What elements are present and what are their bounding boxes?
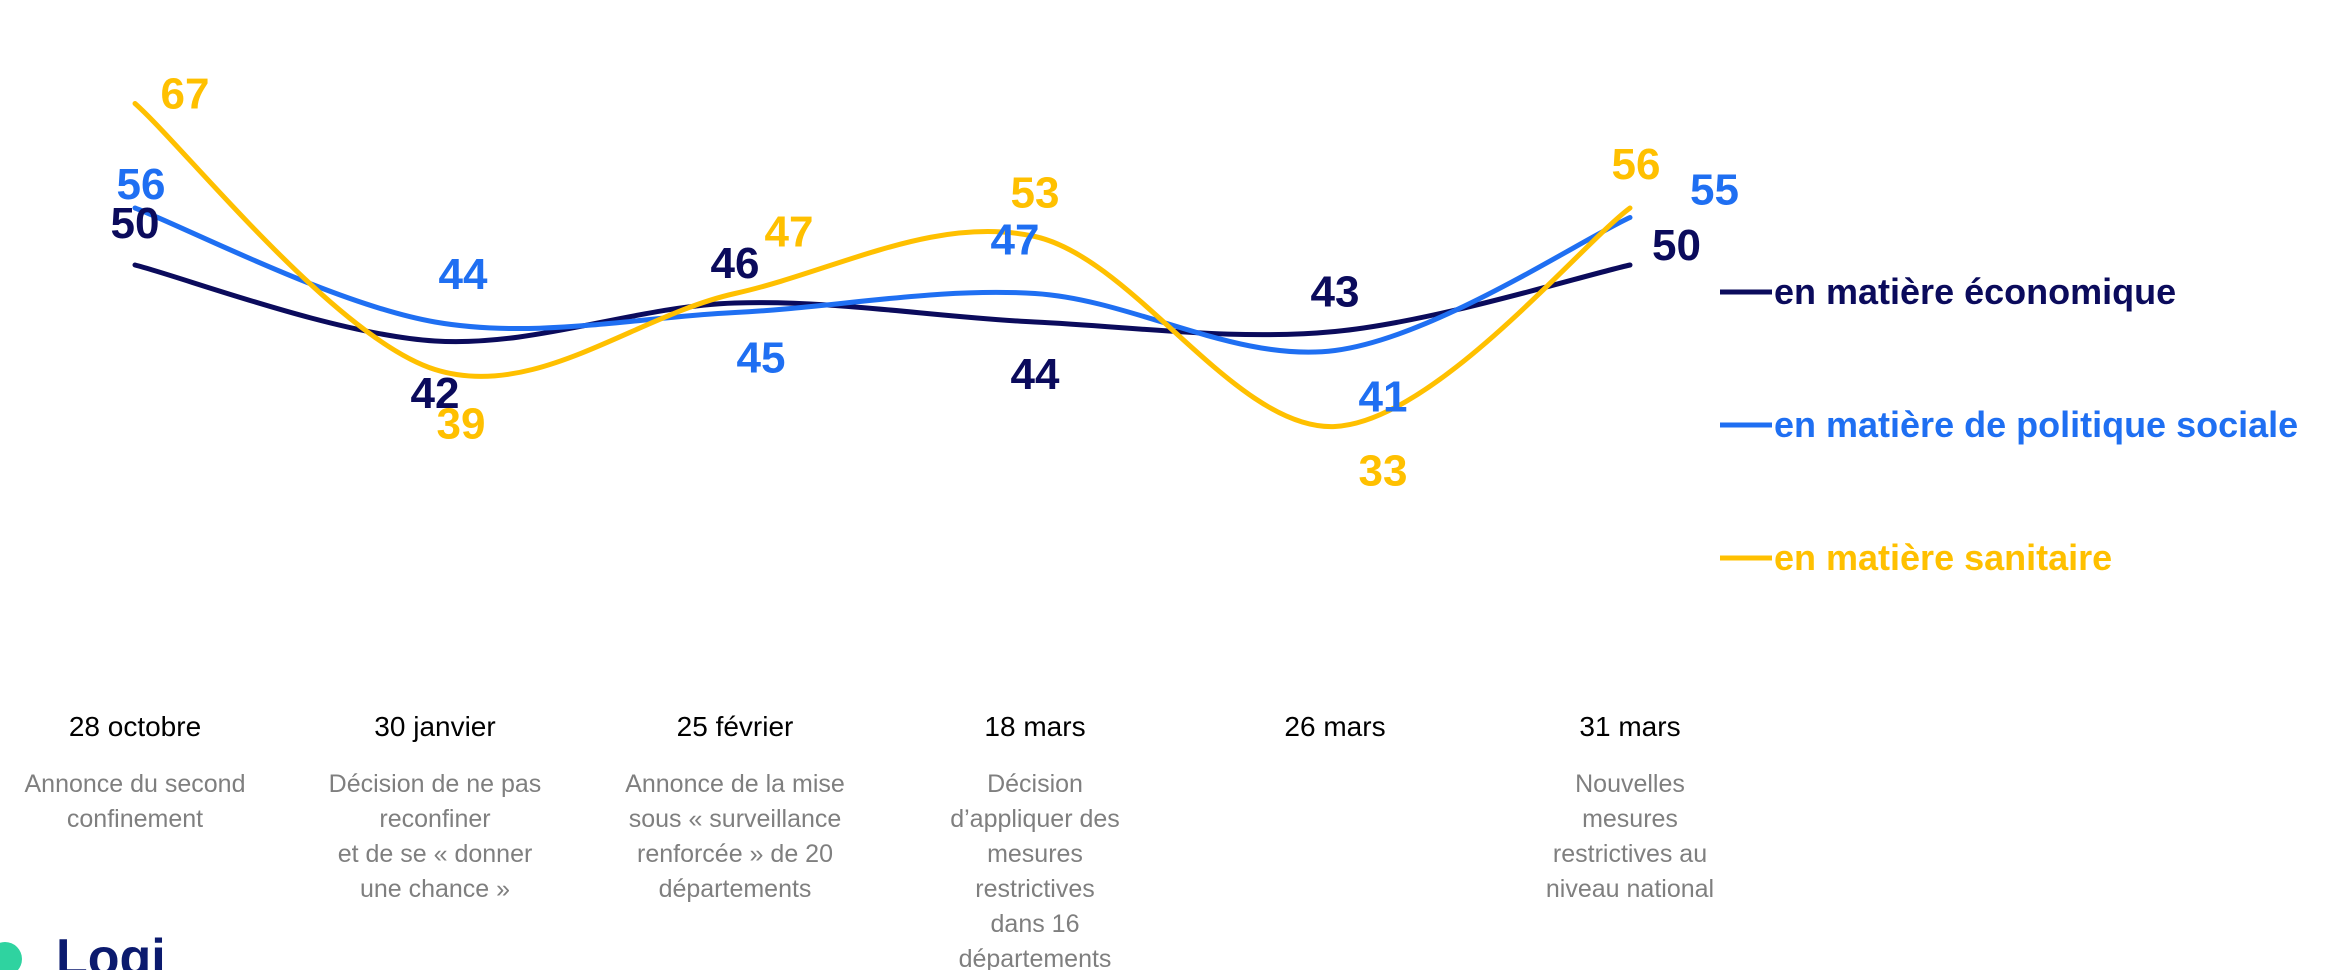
data-label-economique-5: 43 [1311,268,1360,317]
data-label-economique-1: 50 [111,199,160,248]
data-label-sanitaire-4: 53 [1011,169,1060,218]
logo-mark-icon [0,942,22,970]
data-label-politique-sociale-4: 47 [991,216,1040,265]
data-label-politique-sociale-1: 56 [117,160,166,209]
x-tick-label-2: 30 janvier [374,711,495,742]
series-line-sanitaire [132,101,1633,430]
logo-text: Logi [56,929,166,970]
data-label-economique-3: 46 [711,239,760,288]
data-label-politique-sociale-2: 44 [439,250,488,299]
data-label-sanitaire-1: 67 [161,70,210,119]
event-description-6: Nouvelles mesures restrictives au niveau na… [1546,770,1714,903]
data-label-sanitaire-2: 39 [437,400,486,449]
x-tick-label-4: 18 mars [984,711,1085,742]
data-label-sanitaire-5: 33 [1359,447,1408,496]
data-label-sanitaire-3: 47 [765,208,814,257]
event-description-2: Décision de ne pas reconfiner et de se « d… [329,770,542,903]
series-line-politique-sociale [132,205,1633,355]
event-description-4: Décision d’appliquer des mesures restrictiv… [950,770,1120,970]
event-description-1: Annonce du second confinement [24,770,245,833]
legend-label-economique: en matière économique [1774,271,2176,312]
x-tick-label-5: 26 mars [1284,711,1385,742]
x-tick-label-1: 28 octobre [69,711,201,742]
x-tick-label-3: 25 février [677,711,794,742]
data-label-politique-sociale-3: 45 [737,334,786,383]
data-label-politique-sociale-5: 41 [1359,373,1408,422]
logo: Logi [0,926,260,970]
event-description-3: Annonce de la mise sous « surveillance ren… [625,770,845,903]
data-label-politique-sociale-6: 55 [1690,166,1739,215]
series-line-economique [132,262,1633,345]
x-tick-label-6: 31 mars [1579,711,1680,742]
legend-label-sanitaire: en matière sanitaire [1774,537,2112,578]
data-label-economique-4: 44 [1011,350,1060,399]
data-label-economique-6: 50 [1652,221,1701,270]
data-label-sanitaire-6: 56 [1612,140,1661,189]
data-label-economique-2: 42 [411,369,460,418]
legend-label-politique-sociale: en matière de politique sociale [1774,404,2298,445]
